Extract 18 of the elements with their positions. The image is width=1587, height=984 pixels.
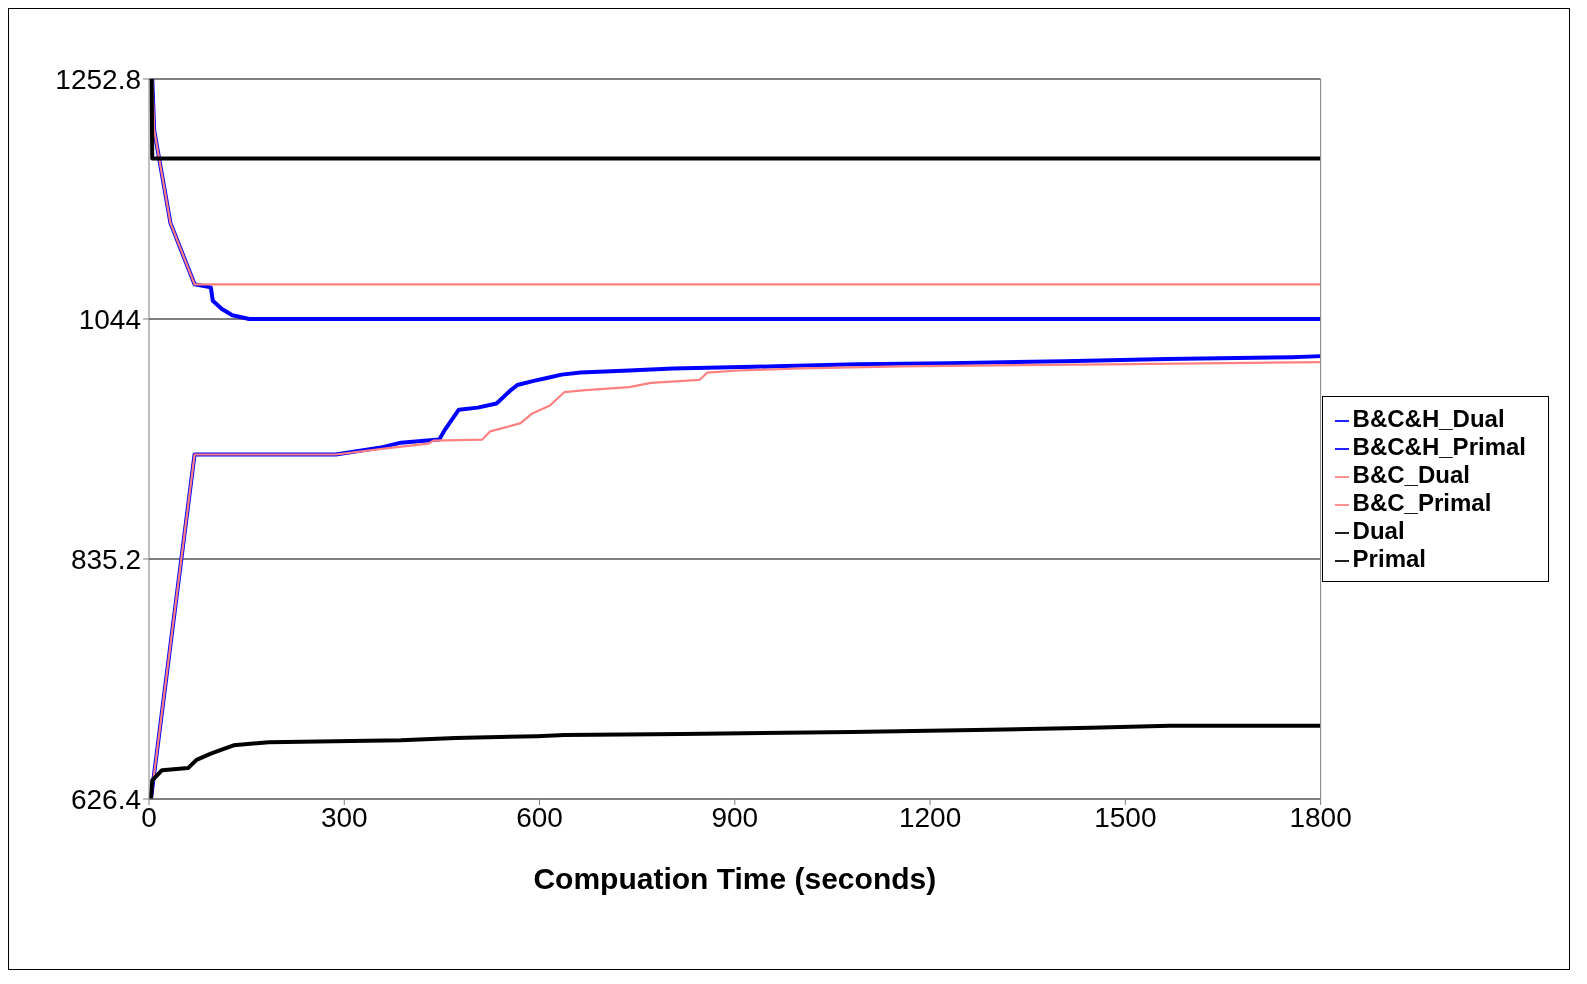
x-tick-label: 600: [516, 801, 563, 833]
x-tick-label: 1800: [1289, 801, 1352, 833]
legend-label: B&C_Primal: [1352, 489, 1492, 516]
legend-label: B&C&H_Dual: [1352, 405, 1505, 432]
y-tick-label: 1044: [78, 303, 141, 335]
legend-label: B&C_Dual: [1352, 461, 1470, 488]
x-tick-label: 900: [711, 801, 759, 833]
x-tick-label: 300: [320, 801, 368, 833]
y-tick-label: 626.4: [70, 783, 141, 815]
x-axis-title: Compuation Time (seconds): [533, 862, 937, 895]
x-tick-label: 1200: [898, 801, 962, 833]
x-tick-label: 1500: [1094, 801, 1157, 833]
y-tick-label: 1252.8: [55, 63, 141, 95]
y-tick-label: 835.2: [70, 543, 141, 575]
legend-label: B&C&H_Primal: [1352, 433, 1526, 460]
legend-label: Dual: [1352, 517, 1405, 544]
legend-label: Primal: [1352, 545, 1426, 572]
x-tick-label: 0: [141, 801, 157, 833]
